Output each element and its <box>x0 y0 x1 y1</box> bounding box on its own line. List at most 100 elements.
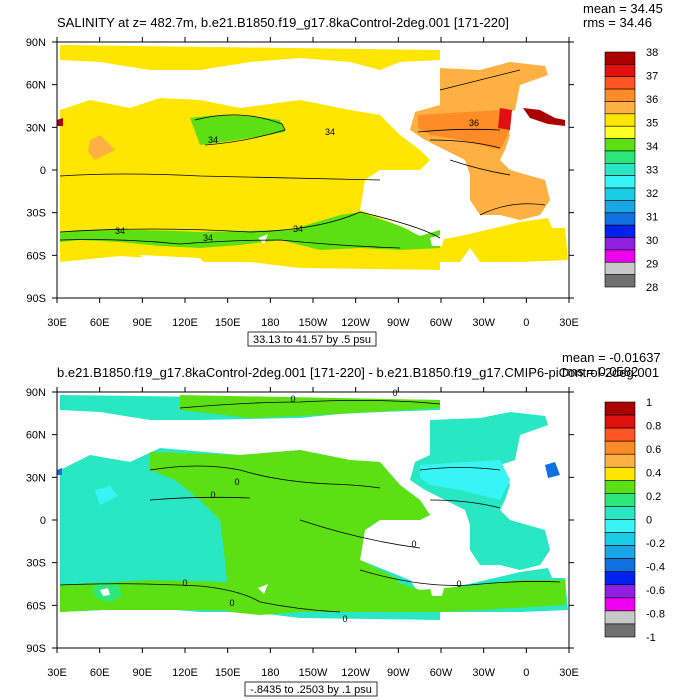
salinity-panel: SALINITY at z= 482.7m, b.e21.B1850.f19_g… <box>26 1 663 347</box>
panel1-colorbar-swatch <box>604 237 636 251</box>
panel2-colorbar-label: -0.2 <box>646 538 665 550</box>
panel2-contour-label: 0 <box>182 578 187 588</box>
panel1-colorbar-swatch <box>604 200 636 214</box>
panel2-colorbar-swatch <box>604 414 636 429</box>
panel2-xtick-label: 0 <box>523 667 529 679</box>
panel2-colorbar-swatch <box>604 506 636 520</box>
panel2-contour-label: 0 <box>210 490 215 500</box>
panel2-ytick-label: 90S <box>26 643 46 655</box>
panel1-colorbar-label: 36 <box>646 94 658 106</box>
panel1-xtick-label: 150E <box>215 317 241 329</box>
panel1-colorbar-swatch <box>604 261 636 275</box>
panel2-xtick-label: 150E <box>215 667 241 679</box>
panel2-colorbar-swatch <box>604 584 636 599</box>
panel1-mean: mean = 34.45 <box>583 1 663 16</box>
panel1-colorbar-swatch <box>604 138 636 152</box>
panel1-xtick-label: 30W <box>472 317 495 329</box>
panel1-xtick-label: 60W <box>430 317 453 329</box>
panel1-colorbar-label: 32 <box>646 188 658 200</box>
panel1-xtick-label: 120E <box>172 317 198 329</box>
panel2-xtick-label: 60E <box>90 667 110 679</box>
panel1-xtick-label: 30E <box>47 317 67 329</box>
panel2-mean: mean = -0.01637 <box>562 350 661 365</box>
panel1-contour-label: 34 <box>208 135 218 145</box>
panel1-contour-label: 36 <box>469 118 479 128</box>
panel2-xtick-label: 180 <box>261 667 279 679</box>
panel2-xtick-label: 30E <box>559 667 579 679</box>
panel2-contour-label: 0 <box>234 477 239 487</box>
panel1-colorbar-label: 31 <box>646 212 658 224</box>
panel2-colorbar-swatch <box>604 623 636 638</box>
panel1-ytick-label: 0 <box>40 165 46 177</box>
panel1-colorbar-label: 35 <box>646 118 658 130</box>
panel2-colorbar-label: 0 <box>646 515 652 527</box>
panel2-ytick-label: 90N <box>26 387 46 399</box>
panel1-contour-label: 34 <box>115 226 125 236</box>
panel1-colorbar-swatch <box>604 88 636 102</box>
panel2-colorbar-label: 0.6 <box>646 444 661 456</box>
panel2-ytick-label: 60N <box>26 430 46 442</box>
panel2-xtick-label: 120E <box>172 667 198 679</box>
panel2-colorbar-label: -0.4 <box>646 562 665 574</box>
panel2-colorbar-swatch <box>604 466 636 481</box>
panel2-colorbar-swatch <box>604 440 636 455</box>
panel1-colorbar-swatch <box>604 101 636 115</box>
panel1-colorbar-swatch <box>604 249 636 263</box>
panel1-xtick-label: 60E <box>90 317 110 329</box>
panel2-colorbar-swatch <box>604 558 636 573</box>
panel1-ytick-label: 30N <box>26 122 46 134</box>
panel1-map <box>57 42 569 298</box>
panel1-xtick-label: 180 <box>261 317 279 329</box>
panel2-xtick-label: 150W <box>299 667 328 679</box>
panel1-title: SALINITY at z= 482.7m, b.e21.B1850.f19_g… <box>57 15 509 30</box>
panel1-rms: rms = 34.46 <box>583 15 652 30</box>
panel1-xtick-label: 0 <box>523 317 529 329</box>
panel2-colorbar-label: 0.2 <box>646 491 661 503</box>
panel1-contour-label: 34 <box>293 224 303 234</box>
panel2-colorbar-label: -0.6 <box>646 585 665 597</box>
panel2-colorbar-label: 0.4 <box>646 468 661 480</box>
panel2-ytick-label: 0 <box>40 515 46 527</box>
panel1-colorbar-swatch <box>604 76 636 90</box>
panel1-colorbar-swatch <box>604 274 636 288</box>
panel2-contour-label: 0 <box>229 598 234 608</box>
panel2-colorbar-swatch <box>604 401 636 416</box>
panel1-colorbar-label: 33 <box>646 165 658 177</box>
panel1-colorbar-swatch <box>604 125 636 139</box>
panel2-colorbar-label: -0.8 <box>646 609 665 621</box>
panel1-colorbar-label: 30 <box>646 235 658 247</box>
panel1-ytick-label: 90S <box>26 293 46 305</box>
panel2-xtick-label: 120W <box>341 667 370 679</box>
panel1-colorbar-swatch <box>604 187 636 201</box>
panel2-contour-label: 0 <box>392 388 397 398</box>
panel2-ytick-label: 30S <box>26 558 46 570</box>
panel2-colorbar-label: 0.8 <box>646 421 661 433</box>
panel1-colorbar-label: 38 <box>646 47 658 59</box>
panel2-xtick-label: 30W <box>472 667 495 679</box>
panel2-xtick-label: 60W <box>430 667 453 679</box>
panel1-colorbar-swatch <box>604 175 636 189</box>
panel2-colorbar-swatch <box>604 493 636 507</box>
panel1-ytick-label: 90N <box>26 37 46 49</box>
panel2-colorbar-label: 1 <box>646 397 652 409</box>
panel2-xtick-label: 90E <box>133 667 153 679</box>
panel1-colorbar-swatch <box>604 163 636 176</box>
panel2-rms: rms = 0.0582 <box>562 364 638 379</box>
panel2-range-label: -.8435 to .2503 by .1 psu <box>250 684 372 696</box>
panel1-colorbar-swatch <box>604 224 636 238</box>
panel2-ytick-label: 30N <box>26 472 46 484</box>
panel2-xtick-label: 30E <box>47 667 67 679</box>
panel2-contour-label: 0 <box>411 539 416 549</box>
panel1-contour-label: 34 <box>325 127 335 137</box>
panel1-colorbar-swatch <box>604 51 636 65</box>
panel1-colorbar-swatch <box>604 64 636 78</box>
panel2-colorbar-swatch <box>604 571 636 586</box>
panel2-contour-label: 0 <box>456 579 461 589</box>
panel1-colorbar-swatch <box>604 150 636 164</box>
panel1-range-label: 33.13 to 41.57 by .5 psu <box>253 334 371 346</box>
panel1-colorbar-label: 28 <box>646 282 658 294</box>
panel1-ytick-label: 60S <box>26 250 46 262</box>
panel2-colorbar-swatch <box>604 610 636 625</box>
panel1-xtick-label: 90W <box>387 317 410 329</box>
